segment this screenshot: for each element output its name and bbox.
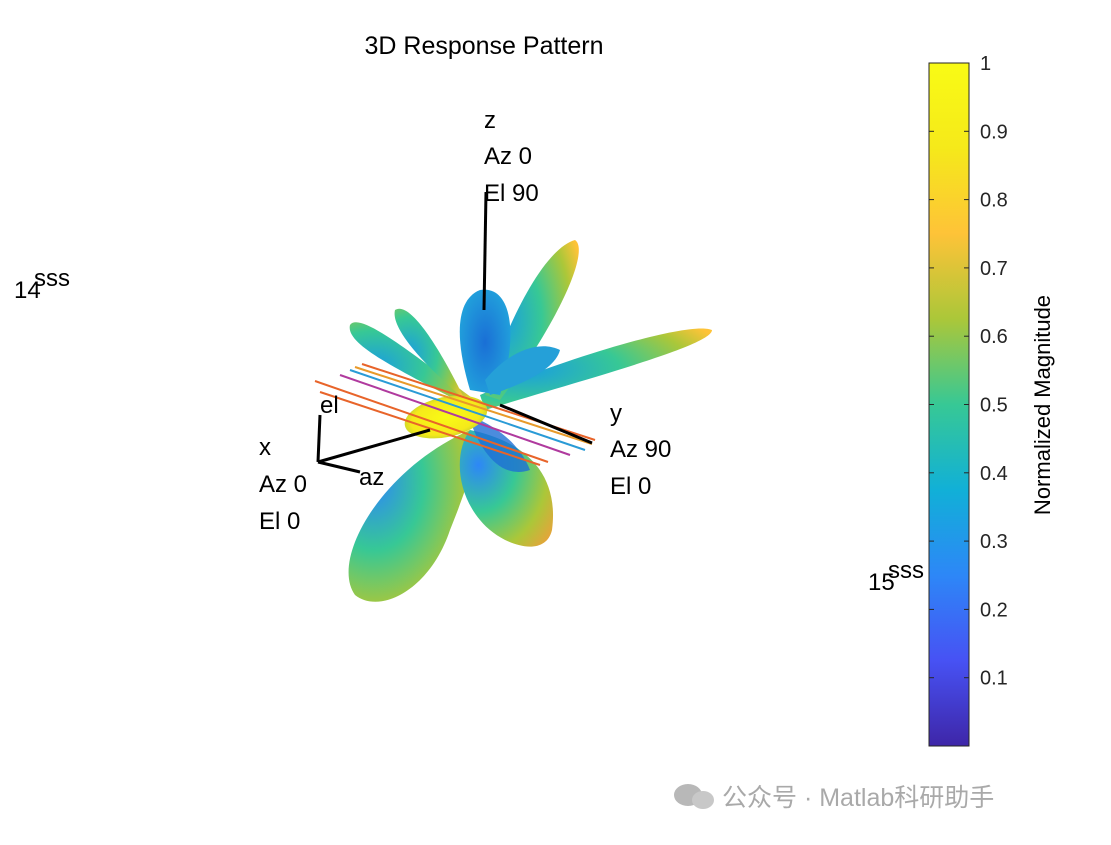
colorbar-tick-label: 0.2: [980, 599, 1008, 621]
z-axis-label: z Az 0 El 90: [484, 107, 539, 207]
y-el: El 0: [610, 473, 651, 500]
colorbar-tick-label: 0.3: [980, 531, 1008, 553]
x-az: Az 0: [259, 471, 307, 498]
z-label: z: [484, 107, 496, 134]
y-az: Az 90: [610, 436, 671, 463]
watermark: 公众号 · Matlab科研助手: [674, 784, 994, 812]
y-label: y: [610, 400, 622, 427]
colorbar-tick-label: 0.4: [980, 463, 1008, 485]
z-az: Az 0: [484, 143, 532, 170]
colorbar-tick-label: 1: [980, 53, 991, 75]
colorbar-label: Normalized Magnitude: [1030, 295, 1055, 515]
z-el: El 90: [484, 180, 539, 207]
chart-title: 3D Response Pattern: [364, 32, 603, 60]
az-label: az: [359, 464, 384, 491]
colorbar-tick-label: 0.5: [980, 395, 1008, 417]
pattern-surface: [348, 240, 712, 602]
stray-text: sss: [888, 557, 924, 584]
colorbar: [928, 62, 970, 747]
x-label: x: [259, 434, 271, 461]
el-label: el: [320, 392, 339, 419]
colorbar-tick-label: 0.9: [980, 121, 1008, 143]
colorbar-tick-label: 0.6: [980, 326, 1008, 348]
watermark-text: 公众号 · Matlab科研助手: [722, 784, 994, 812]
stray-text: 14: [14, 277, 41, 304]
colorbar-tick-label: 0.8: [980, 190, 1008, 212]
stray-text: sss: [34, 265, 70, 292]
x-el: El 0: [259, 508, 300, 535]
y-axis-label: y Az 90 El 0: [610, 400, 671, 500]
colorbar-tick-label: 0.1: [980, 668, 1008, 690]
x-axis-label: x Az 0 El 0: [259, 434, 307, 535]
array-lines: [314, 363, 596, 466]
axes-lines: [316, 191, 593, 474]
colorbar-tick-label: 0.7: [980, 258, 1008, 280]
stray-text: 15: [868, 569, 895, 596]
